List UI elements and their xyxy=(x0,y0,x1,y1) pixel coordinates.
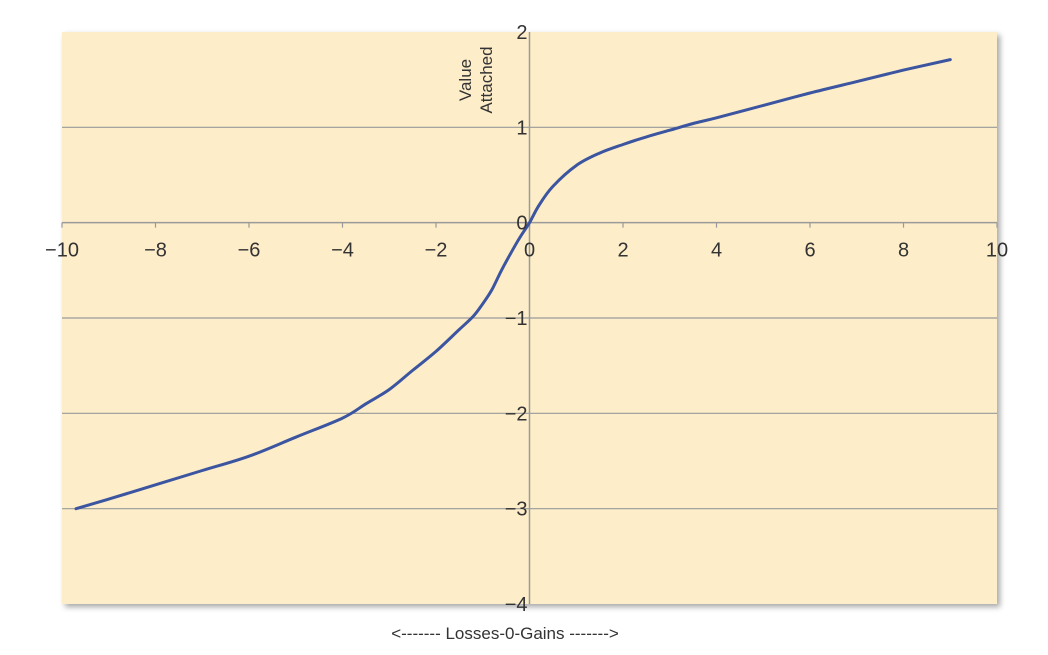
x-tick-label: 8 xyxy=(898,240,909,262)
x-tick-label: −6 xyxy=(238,240,261,262)
value-curve-line xyxy=(74,58,952,511)
y-tick-label: −1 xyxy=(505,308,528,330)
x-tick-label: 4 xyxy=(711,240,722,262)
x-tick-label: 0 xyxy=(524,240,535,262)
y-tick-label: 2 xyxy=(516,22,527,44)
y-tick-label: −3 xyxy=(505,499,528,521)
x-tick-label: −10 xyxy=(45,240,79,262)
y-tick-label: −2 xyxy=(505,403,528,425)
x-axis-label: <------- Losses-0-Gains -------> xyxy=(391,624,619,643)
x-tick-label: −4 xyxy=(331,240,354,262)
y-tick-label: 0 xyxy=(516,213,527,235)
x-tick-label: −2 xyxy=(425,240,448,262)
x-tick-label: 2 xyxy=(617,240,628,262)
y-tick-label: 1 xyxy=(516,117,527,139)
x-tick-label: 10 xyxy=(986,240,1008,262)
y-axis-label-line-2: Attached xyxy=(477,46,496,113)
x-tick-label: 6 xyxy=(804,240,815,262)
y-axis-label-line-1: Value xyxy=(456,59,475,101)
y-tick-label: −4 xyxy=(505,594,528,616)
x-tick-label: −8 xyxy=(144,240,167,262)
